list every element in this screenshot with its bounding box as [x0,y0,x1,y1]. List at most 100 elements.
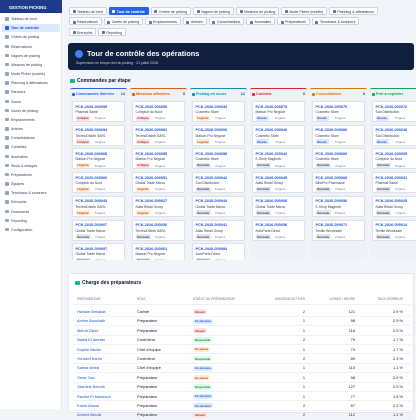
order-card[interactable]: PCK-2026-000042 E-Shop Maghreb Normale 5 li… [252,148,305,170]
order-client: Maison Pro Négoce [135,157,166,162]
sidebar-item[interactable]: Contrôles [2,143,60,151]
priority-badge: Critique [75,115,91,121]
order-card[interactable]: PCK-2026-000014 Textile Wholesale Normale 2… [372,219,416,241]
sidebar-item[interactable]: Documents [2,208,60,216]
sidebar-item[interactable]: Terminaux & scanners [2,189,60,197]
order-card[interactable]: PCK-2026-000051 Global Trade Maroc Urgente… [132,172,185,194]
order-card[interactable]: PCK-2026-000072 Sud Distribution Élevée 5 l… [372,101,416,122]
order-card[interactable]: PCK-2026-000048 Sud Distribution Élevée 4 l… [372,124,416,146]
order-card[interactable]: PCK-2026-000075 Maison Pro Négoce Élevée 6 … [252,101,305,122]
order-card[interactable]: PCK-2026-000094 TechnoDistrib SARL Critiqu… [72,124,125,146]
sidebar-item[interactable]: Articles [2,125,60,133]
nav-tab[interactable]: Emplacements [145,17,181,26]
nav-tab[interactable]: Planning & affectations [329,7,378,15]
order-card[interactable]: PCK-2026-000041 Atlas Retail Group Normale… [192,219,245,241]
order-client: Atlas Retail Group [195,228,224,233]
sidebar-item[interactable]: Ordres de picking [2,33,60,41]
sidebar-item[interactable]: Parcours [2,88,60,96]
order-card[interactable]: PCK-2026-000081 TechnoDistrib SARL Critiqu… [132,124,185,146]
row-divider [73,390,411,392]
order-card[interactable]: PCK-2026-000043 TechnoDistrib SARL Urgente… [72,195,125,217]
picker-name: Rachid El Mansouri [77,393,111,399]
sidebar-item[interactable]: Zones [2,98,60,106]
order-card[interactable]: PCK-2026-000036 AutoParts Direct Normale 2 … [252,219,305,241]
order-card[interactable]: PCK-2026-000007 Global Trade Maroc Normale… [72,219,125,241]
order-id: PCK-2026-000061 [135,246,168,251]
nav-tab[interactable]: Terminaux & scanners [311,17,360,26]
nav-tab[interactable]: Consolidations [208,17,245,26]
sidebar-item[interactable]: Missions de picking [2,61,60,69]
nav-tab[interactable]: Préparateurs [277,17,310,26]
order-id: PCK-2026-000040 [255,128,288,133]
sidebar-item[interactable]: Tableau de bord [2,15,60,23]
order-card[interactable]: PCK-2026-000071 Textile Wholesale Normale 2… [312,219,365,241]
nav-tab[interactable]: Ordres de picking [150,7,192,15]
table-cell: 1.1 % [393,365,403,371]
order-card[interactable]: PCK-2026-000085 Maison Pro Négoce Critique… [132,148,185,170]
order-card[interactable]: PCK-2026-000034 Cosmétic Store Urgente 7 li… [192,101,245,122]
nav-tab[interactable]: Reporting [98,27,126,36]
order-card[interactable]: PCK-2026-000009 Cosmétic Store Normale 4 li… [312,148,365,170]
order-card[interactable]: PCK-2026-000027 Atlas Retail Group Urgente… [132,195,185,217]
column-count: 8 [302,92,305,96]
order-card[interactable]: PCK-2026-000040 Cosmétic Store Élevée 4 lig… [252,124,305,146]
order-card[interactable]: PCK-2026-000042 Sud Distribution Normale 6 … [192,172,245,194]
order-card[interactable]: PCK-2026-000060 Comptoir du Nord Urgente 3 … [72,172,125,194]
nav-tab[interactable]: Anomalies [246,17,276,26]
order-card[interactable]: PCK-2026-000099 Pharmal Santé Critique 6 li… [72,101,125,122]
sidebar-item[interactable]: Anomalies [2,153,60,161]
order-client: AutoParts Direct [255,228,281,233]
order-card[interactable]: PCK-2026-000039 Comptoir du Nord Normale 6 … [372,148,416,170]
order-id: PCK-2026-000030 [135,223,168,227]
order-id: PCK-2026-000068 [75,151,108,156]
nav-tab[interactable]: Tour de contrôle [108,7,149,15]
nav-tab[interactable]: Tableau de bord [69,7,107,15]
sidebar-item[interactable]: Planning & affectations [2,79,60,87]
order-card[interactable]: PCK-2026-000025 Atlas Retail Group Normale… [372,195,416,217]
order-card[interactable]: PCK-2026-000008 Global Trade Maroc Normale… [252,195,305,217]
order-card[interactable]: PCK-2026-000056 E-Shop Maghreb Normale 8 li… [312,195,365,217]
nav-tab[interactable]: Articles [182,17,207,26]
order-card[interactable]: PCK-2026-000031 Pharmal Santé Normale 3 lig… [372,172,416,194]
nav-tab[interactable]: Réservations [69,17,102,26]
priority-badge: Normale [195,186,212,192]
nav-tab[interactable]: Vagues de picking [193,7,235,15]
nav-tab[interactable]: Zones de picking [103,17,144,26]
priority-badge: Élevée [375,115,389,121]
order-card[interactable]: PCK-2026-000070 Cosmétic Store Élevée 5 lig… [312,101,365,122]
order-card[interactable]: PCK-2026-000045 Atlas Retail Group Normale… [252,172,305,194]
sidebar-item[interactable]: Mode Picker (mobile) [2,70,60,78]
nav-tab[interactable]: Mode Picker (mobile) [281,7,328,15]
priority-badge: Élevée [375,139,389,145]
order-card[interactable]: PCK-2026-000006 Maison Pro Négoce Urgente 5… [192,124,245,146]
sidebar-item[interactable]: Équipes [2,180,60,188]
nav-tab[interactable]: Entrepôts [69,27,97,36]
nav-tab[interactable]: Missions de picking [236,7,280,15]
column-title: Consolidation [316,92,342,96]
sidebar-item[interactable]: Configuration [2,226,60,234]
sidebar-item[interactable]: Consolidations [2,134,60,142]
order-id: PCK-2026-000048 [375,128,408,133]
sidebar-item[interactable]: Vagues de picking [2,52,60,60]
sidebar-item[interactable]: Réservations [2,43,60,51]
row-divider [73,381,411,383]
order-card[interactable]: PCK-2026-000059 Comptoir du Nord Critique 5… [132,101,185,122]
sidebar-item[interactable]: Reporting [2,217,60,225]
sidebar-title: GESTION PICKING [0,0,62,13]
order-card[interactable]: PCK-2026-000058 Cosmétic Store Normale 4 li… [192,148,245,170]
sidebar-item[interactable]: Entrepôts [2,198,60,206]
sidebar-item[interactable]: Stock & charges [2,162,60,170]
order-card[interactable]: PCK-2026-000068 BiboPro Pharmacie Normale 3… [312,172,365,194]
sidebar-item[interactable]: Emplacements [2,116,60,124]
order-card[interactable]: PCK-2026-000044 Global Trade Maroc Normale… [192,195,245,217]
order-card[interactable]: PCK-2026-000066 Cosmétic Store Élevée 6 lig… [312,124,365,146]
order-card[interactable]: PCK-2026-000030 TechnoDistrib SARL Normale… [132,219,185,241]
sidebar-item[interactable]: Tour de contrôle [2,24,60,32]
sidebar-item[interactable]: Préparateurs [2,171,60,179]
order-id: PCK-2026-000081 [135,128,168,133]
sidebar-item[interactable]: Zones de picking [2,107,60,115]
order-card[interactable]: PCK-2026-000068 Maison Pro Négoce Urgente 8… [72,148,125,170]
